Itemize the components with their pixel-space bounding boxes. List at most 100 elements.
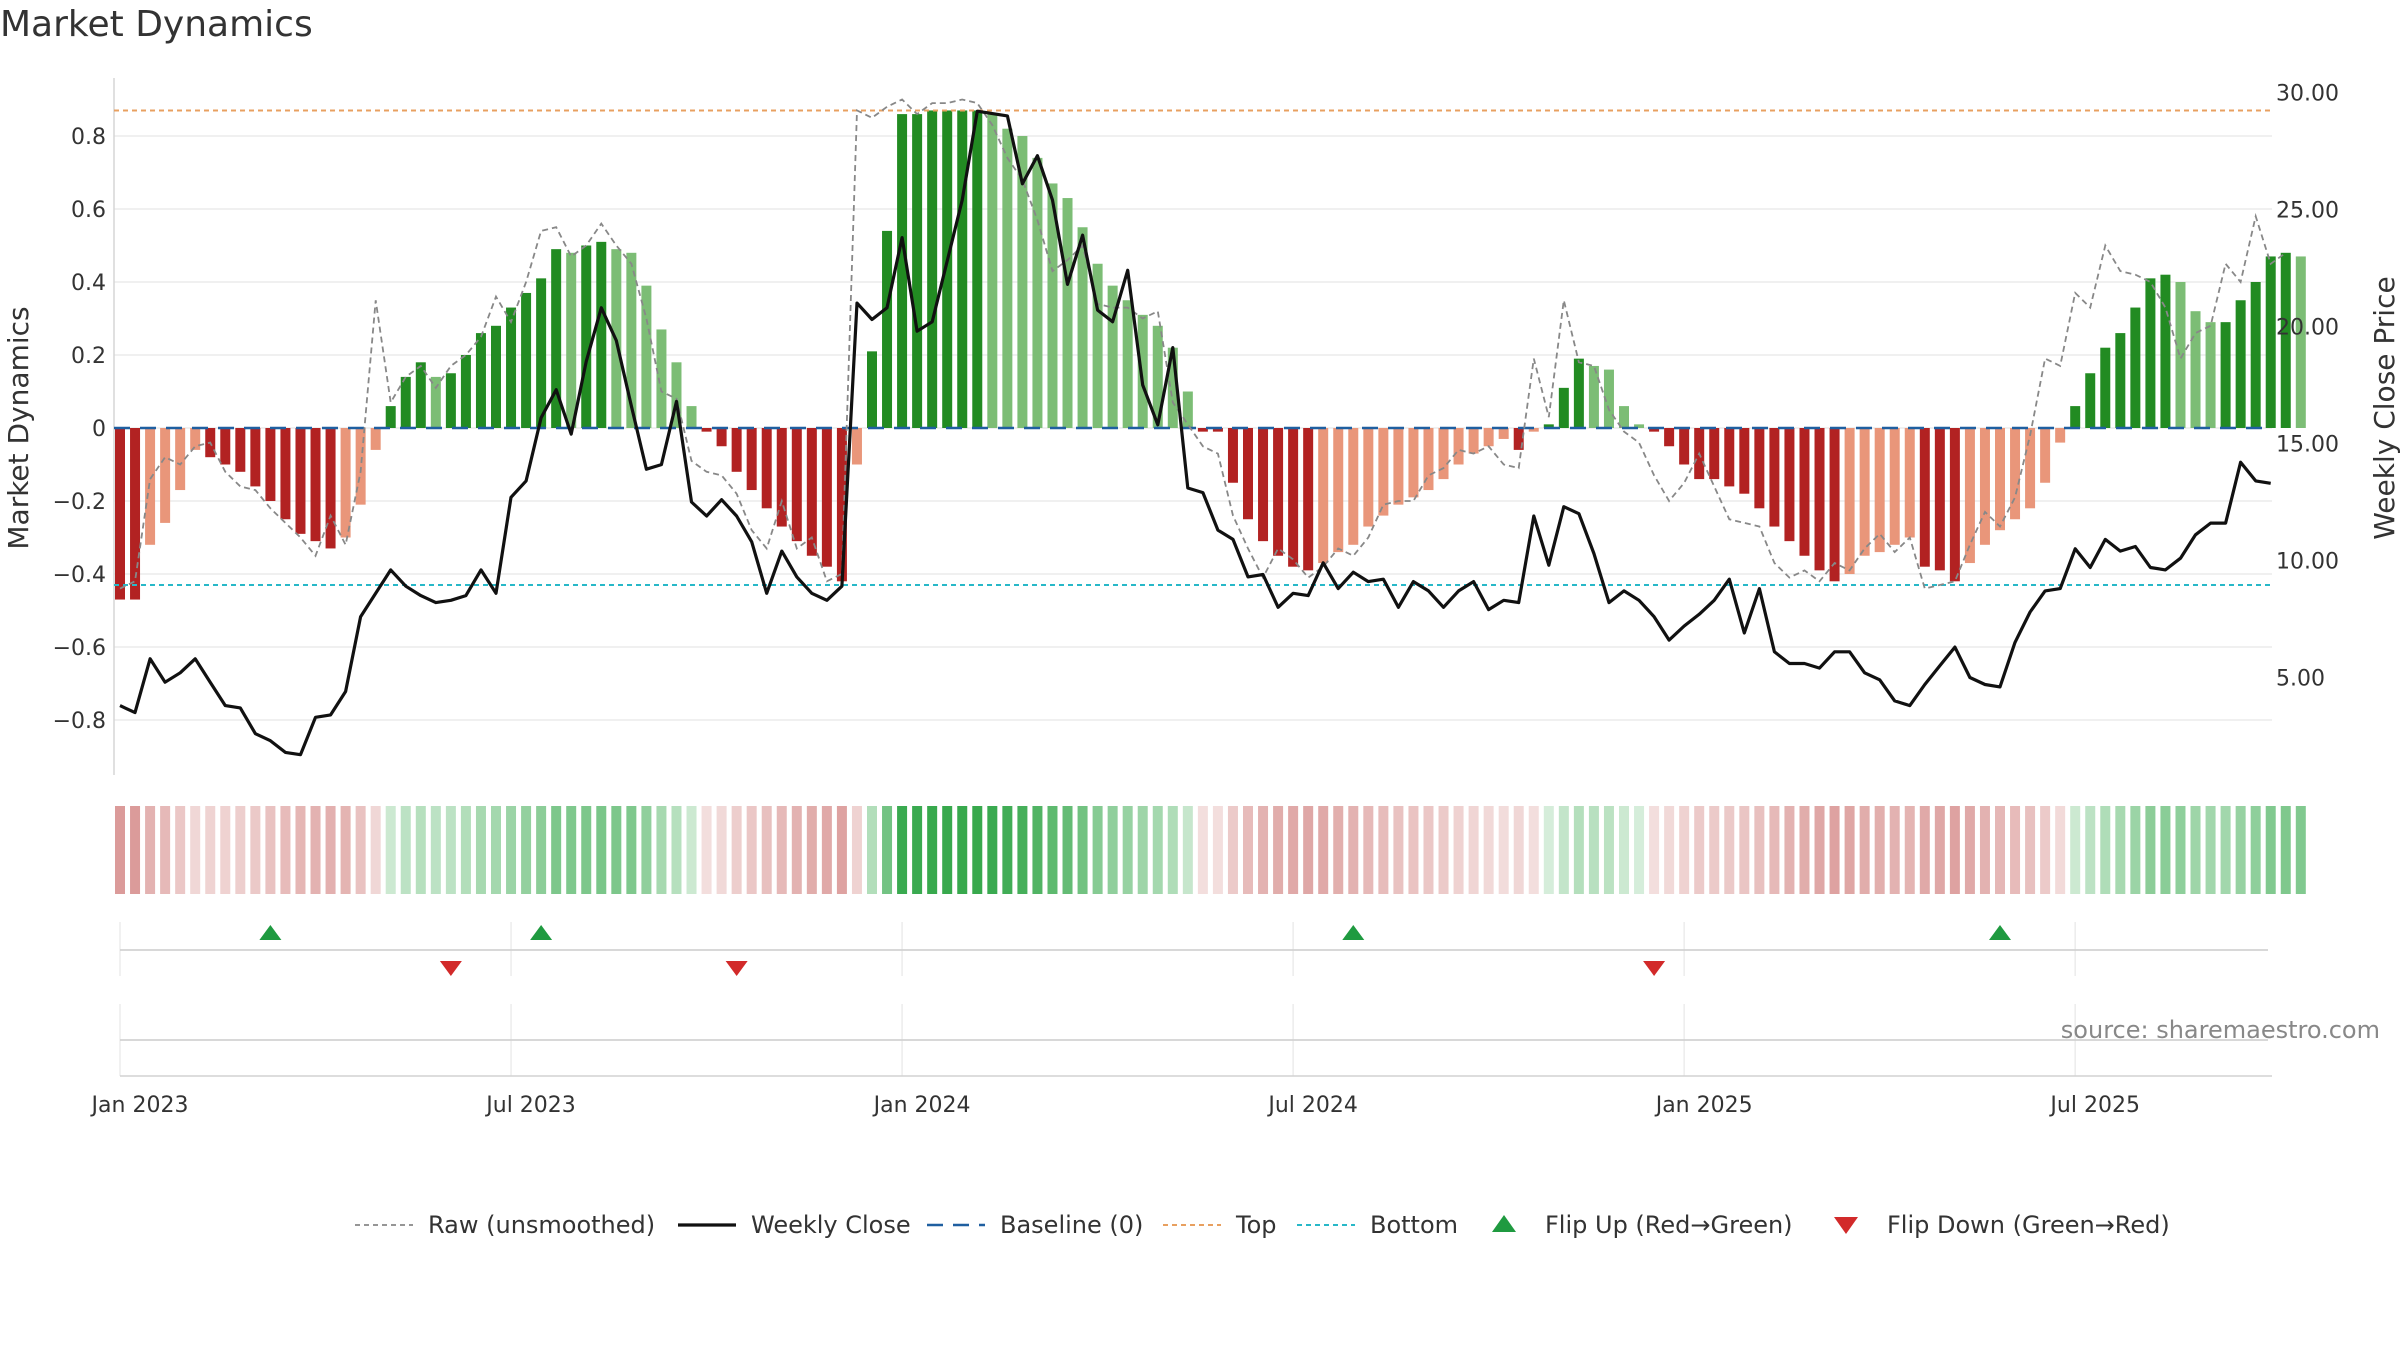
- dynamics-bar: [1348, 428, 1359, 545]
- tick-labels: 0.8 0.6 0.4 0.2 0 −0.2 −0.4 −0.6 −0.8 30.00 25.00 2…: [53, 82, 2339, 1119]
- dynamics-bar: [475, 333, 486, 428]
- dynamics-bar: [1197, 428, 1208, 432]
- dynamics-bar: [897, 114, 908, 428]
- dynamics-bar: [1949, 428, 1960, 582]
- regime-cell: [1483, 806, 1494, 894]
- dynamics-bar: [265, 428, 276, 501]
- dynamics-bar: [641, 285, 652, 428]
- dynamics-bar: [1303, 428, 1314, 571]
- dynamics-bar: [2280, 252, 2291, 428]
- dynamics-bar: [1288, 428, 1299, 567]
- left-tick-label: −0.8: [53, 709, 106, 734]
- weekly-close-line: [119, 109, 2271, 757]
- dynamics-bar: [1453, 428, 1464, 465]
- regime-cell: [1453, 806, 1464, 894]
- regime-cell: [1679, 806, 1690, 894]
- regime-cell: [1468, 806, 1479, 894]
- dynamics-bar: [927, 110, 938, 428]
- dynamics-bar: [250, 428, 261, 487]
- dynamics-bar: [1243, 428, 1253, 520]
- regime-cell: [1784, 806, 1795, 894]
- regime-cell: [2250, 806, 2261, 894]
- regime-cell: [475, 806, 486, 894]
- x-tick-label: Jan 2023: [90, 1093, 189, 1118]
- right-tick-label: 25.00: [2276, 199, 2339, 224]
- regime-cell: [611, 806, 622, 894]
- dynamics-bar: [942, 110, 953, 428]
- regime-cell: [2085, 806, 2096, 894]
- dynamics-bar: [1588, 365, 1599, 428]
- regime-cell: [626, 806, 637, 894]
- regime-cell: [190, 806, 201, 894]
- regime-cell: [1017, 806, 1028, 894]
- dynamics-bar: [1212, 428, 1223, 432]
- dynamics-bar: [280, 428, 291, 520]
- dynamics-bar: [867, 351, 877, 428]
- regime-cell: [1649, 806, 1660, 894]
- dynamics-bar: [912, 114, 923, 428]
- regime-cell: [957, 806, 968, 894]
- dynamics-bar: [761, 428, 772, 509]
- regime-cell: [551, 806, 562, 894]
- dynamics-bar: [2190, 311, 2201, 428]
- dynamics-bar: [1062, 198, 1073, 428]
- legend-swatch: [1834, 1217, 1858, 1234]
- regime-cell: [2130, 806, 2141, 894]
- dynamics-bar: [430, 376, 441, 428]
- flip-down-marker: [439, 961, 462, 976]
- regime-cell: [1423, 806, 1434, 894]
- left-tick-label: 0.8: [71, 125, 106, 150]
- regime-cell: [656, 806, 667, 894]
- dynamics-bar: [2220, 322, 2231, 428]
- regime-cell: [1859, 806, 1870, 894]
- regime-cell: [506, 806, 517, 894]
- dynamics-bar: [415, 362, 426, 428]
- dynamics-bar: [2085, 373, 2096, 428]
- legend-label: Flip Down (Green→Red): [1887, 1211, 2170, 1239]
- regime-cell: [1995, 806, 2005, 894]
- regime-cell: [1558, 806, 1569, 894]
- regime-cell: [385, 806, 396, 894]
- dynamics-bar: [731, 428, 742, 472]
- dynamics-bar: [295, 428, 306, 534]
- dynamics-bar: [1393, 428, 1404, 505]
- regime-cell: [1919, 806, 1930, 894]
- dynamics-bar: [2040, 428, 2051, 483]
- dynamics-bar: [1829, 428, 1840, 582]
- regime-cell: [2295, 806, 2306, 894]
- dynamics-bar: [2205, 322, 2216, 428]
- regime-cell: [160, 806, 171, 894]
- regime-cell: [415, 806, 426, 894]
- regime-cell: [1062, 806, 1073, 894]
- regime-cell: [746, 806, 757, 894]
- regime-cell: [460, 806, 471, 894]
- flip-markers: [119, 922, 2272, 1077]
- regime-cell: [566, 806, 577, 894]
- regime-cell: [1769, 806, 1780, 894]
- regime-cell: [1934, 806, 1945, 894]
- regime-cell: [1092, 806, 1103, 894]
- dynamics-bar: [882, 230, 893, 428]
- regime-cell: [491, 806, 501, 894]
- regime-cell: [2265, 806, 2276, 894]
- regime-cell: [1739, 806, 1750, 894]
- regime-cell: [175, 806, 186, 894]
- dynamics-bar: [1814, 428, 1825, 571]
- x-tick-label: Jan 2025: [1654, 1093, 1753, 1118]
- regime-cell: [1212, 806, 1223, 894]
- regime-cell: [1814, 806, 1825, 894]
- dynamics-bar: [2100, 347, 2111, 428]
- left-tick-label: −0.2: [53, 490, 106, 515]
- dynamics-bar: [1468, 428, 1479, 454]
- regime-cell: [355, 806, 366, 894]
- reference-lines: [114, 109, 2272, 586]
- regime-cell: [1047, 806, 1058, 894]
- regime-cell: [1543, 806, 1554, 894]
- regime-cell: [145, 806, 156, 894]
- regime-cell: [2100, 806, 2111, 894]
- dynamics-bar: [1649, 428, 1660, 432]
- regime-cell: [2055, 806, 2066, 894]
- dynamics-bar: [551, 249, 562, 428]
- dynamics-bar: [385, 406, 396, 428]
- flip-down-marker: [725, 961, 748, 976]
